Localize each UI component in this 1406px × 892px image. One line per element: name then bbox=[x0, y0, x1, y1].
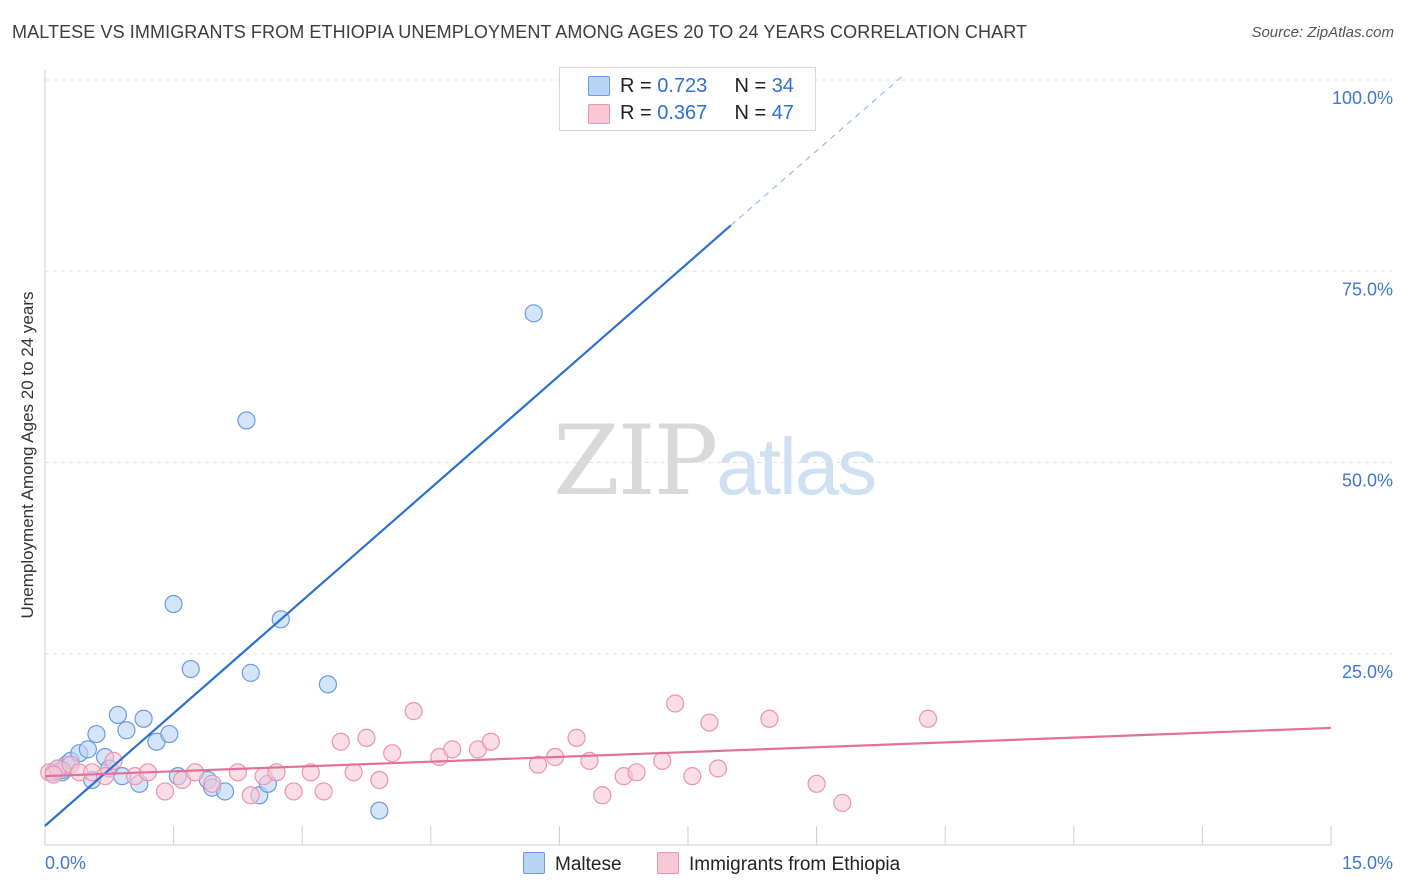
maltese-point bbox=[237, 411, 256, 430]
maltese-trend-line bbox=[44, 224, 732, 827]
legend-row-maltese: R = 0.723 N = 34 bbox=[620, 75, 794, 98]
maltese-point bbox=[87, 724, 106, 744]
watermark-zip: ZIP bbox=[553, 405, 718, 517]
y-tick-label: 75.0% bbox=[1342, 279, 1393, 299]
series-legend-maltese: Maltese bbox=[523, 852, 622, 876]
ethiopia-point bbox=[760, 709, 779, 728]
ethiopia-point bbox=[331, 732, 350, 751]
maltese-point bbox=[108, 705, 127, 725]
legend-r-label: R = bbox=[620, 75, 652, 97]
ethiopia-point bbox=[357, 728, 376, 748]
ethiopia-point bbox=[708, 759, 728, 778]
ethiopia-point bbox=[627, 763, 646, 782]
legend-swatch-maltese bbox=[588, 76, 610, 96]
maltese-swatch bbox=[523, 852, 545, 874]
legend-n-label: N = bbox=[734, 75, 767, 97]
ethiopia-point bbox=[700, 713, 719, 732]
maltese-point bbox=[164, 594, 183, 614]
maltese-point bbox=[134, 709, 153, 728]
legend-r-value: 0.367 bbox=[657, 102, 708, 124]
legend-n-value: 34 bbox=[771, 75, 794, 97]
watermark-atlas: atlas bbox=[716, 422, 877, 511]
ethiopia-point bbox=[653, 751, 672, 770]
maltese-point bbox=[160, 724, 179, 744]
maltese-point bbox=[78, 740, 97, 759]
ethiopia-point bbox=[370, 770, 389, 790]
y-axis-label: Unemployment Among Ages 20 to 24 years bbox=[18, 291, 37, 619]
ethiopia-point bbox=[807, 774, 826, 793]
ethiopia-point bbox=[203, 774, 222, 793]
x-tick-label: 0.0% bbox=[45, 853, 86, 873]
ethiopia-point bbox=[567, 728, 586, 748]
legend-n-label: N = bbox=[734, 102, 767, 124]
ethiopia-point bbox=[314, 782, 333, 801]
correlation-legend: R = 0.723 N = 34 R = 0.367 N = 47 bbox=[559, 67, 816, 131]
ethiopia-legend-label: Immigrants from Ethiopia bbox=[689, 854, 901, 875]
source-label: Source: ZipAtlas.com bbox=[1251, 24, 1394, 41]
maltese-point bbox=[318, 675, 338, 694]
legend-row-ethiopia: R = 0.367 N = 47 bbox=[620, 102, 794, 125]
x-tick-label: 15.0% bbox=[1342, 853, 1393, 873]
ethiopia-point bbox=[185, 763, 205, 782]
maltese-point bbox=[181, 659, 200, 679]
ethiopia-point bbox=[833, 793, 852, 813]
ethiopia-point bbox=[683, 767, 702, 786]
ethiopia-point bbox=[155, 782, 175, 801]
ethiopia-point bbox=[95, 767, 115, 786]
ethiopia-point bbox=[593, 786, 612, 805]
legend-swatch-ethiopia bbox=[588, 104, 610, 124]
ethiopia-trend-line bbox=[44, 726, 1332, 778]
legend-r-label: R = bbox=[620, 102, 652, 124]
ethiopia-point bbox=[404, 702, 423, 721]
maltese-legend-label: Maltese bbox=[555, 854, 622, 875]
ethiopia-point bbox=[918, 709, 938, 728]
maltese-point bbox=[117, 721, 136, 740]
watermark: ZIPatlas bbox=[553, 405, 877, 517]
y-tick-label: 25.0% bbox=[1342, 662, 1393, 682]
maltese-point bbox=[524, 304, 543, 323]
ethiopia-point bbox=[104, 751, 123, 770]
legend-r-value: 0.723 bbox=[657, 75, 708, 97]
ethiopia-swatch bbox=[657, 852, 679, 874]
maltese-point bbox=[370, 801, 389, 820]
ethiopia-point bbox=[228, 763, 247, 782]
series-legend-ethiopia: Immigrants from Ethiopia bbox=[657, 852, 900, 876]
ethiopia-point bbox=[528, 755, 548, 774]
y-tick-label: 100.0% bbox=[1332, 88, 1393, 108]
chart-title: MALTESE VS IMMIGRANTS FROM ETHIOPIA UNEM… bbox=[12, 22, 1028, 42]
ethiopia-point bbox=[344, 763, 363, 782]
ethiopia-point bbox=[383, 744, 402, 763]
maltese-point bbox=[241, 663, 260, 682]
maltese-trend-extension bbox=[730, 75, 903, 226]
ethiopia-point bbox=[284, 782, 303, 801]
ethiopia-point bbox=[481, 732, 500, 751]
ethiopia-point bbox=[443, 740, 462, 759]
y-tick-label: 50.0% bbox=[1342, 471, 1393, 491]
ethiopia-point bbox=[301, 763, 320, 782]
ethiopia-point bbox=[666, 694, 685, 713]
ethiopia-point bbox=[241, 786, 260, 805]
legend-n-value: 47 bbox=[771, 102, 794, 124]
